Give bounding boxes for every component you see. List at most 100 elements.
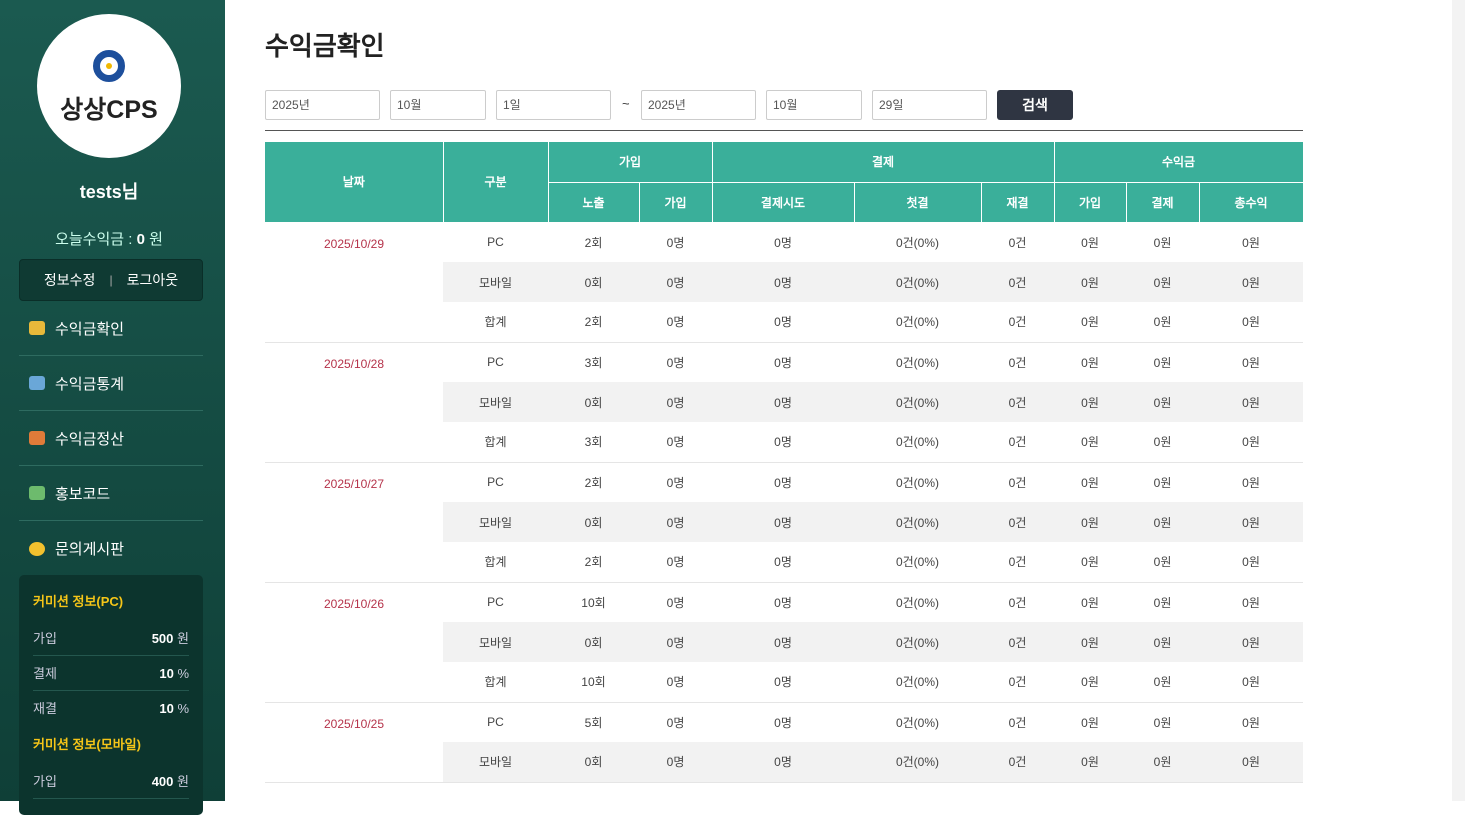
scrollbar xyxy=(1452,0,1465,801)
table-cell: 합계 xyxy=(443,662,548,703)
header-cell: 결제 xyxy=(711,142,1055,183)
table-cell: 0건(0%) xyxy=(854,302,981,343)
table-cell: 모바일 xyxy=(443,742,548,783)
date-select[interactable]: 2025년 xyxy=(641,90,756,120)
header-cell: 가입 xyxy=(638,182,713,223)
menu-item[interactable]: 문의게시판 xyxy=(19,521,203,576)
table-cell: 3회 xyxy=(584,355,603,370)
date-select[interactable]: 29일 xyxy=(872,90,987,120)
table-cell: 0원 xyxy=(1081,355,1099,370)
commission-label: 가입 xyxy=(33,774,57,789)
table-cell: 0원 xyxy=(1081,595,1099,610)
header-cell: 수익금 xyxy=(1053,142,1304,183)
table-cell: 0명 xyxy=(712,302,854,343)
table-cell: 0명 xyxy=(774,475,792,490)
logout-link[interactable]: 로그아웃 xyxy=(126,272,179,288)
table-cell: 5회 xyxy=(584,715,603,730)
table-row: 2025/10/25 PC 5회 0명 0명 0건(0%) 0건 0원 0원 0원 xyxy=(265,702,1303,783)
table-cell: 0건 xyxy=(1008,595,1027,610)
earnings-table: 날짜 구분 가입 결제 수익금 노출 가입 결제시도 첫결 재결 가입 결제 총수익 2025/10/29… xyxy=(265,142,1304,783)
table-cell: 0원 xyxy=(1126,262,1200,302)
commission-label: 가입 xyxy=(33,631,57,646)
search-button[interactable]: 검색 xyxy=(997,90,1073,120)
table-cell: 0명 xyxy=(639,382,712,422)
date-select[interactable]: 2025년 xyxy=(265,90,380,120)
table-cell: 0건(0%) xyxy=(895,235,940,250)
date-cell: 2025/10/25 xyxy=(265,702,443,783)
table-cell: 모바일 xyxy=(443,622,548,662)
table-cell: 0원 xyxy=(1153,595,1172,610)
table-cell: 0원 xyxy=(1199,542,1304,583)
menu-icon xyxy=(29,376,45,390)
table-cell: 0명 xyxy=(774,715,792,730)
table-cell: 0건(0%) xyxy=(854,262,981,302)
table-cell: 0건 xyxy=(1008,355,1027,370)
commission-title: 커미션 정보(모바일) xyxy=(33,737,141,752)
table-cell: 0원 xyxy=(1199,422,1304,463)
date-select[interactable]: 1일 xyxy=(496,90,611,120)
table-cell: 0원 xyxy=(1054,502,1127,542)
table-cell: 0원 xyxy=(1081,475,1099,490)
table-row: 합계 10회 0명 0명 0건(0%) 0건 0원 0원 0원 xyxy=(265,662,1304,703)
menu-item[interactable]: 수익금정산 xyxy=(19,411,203,466)
commission-box: 커미션 정보(PC) 가입 500 원 결제 10 % 재결 10 % 커미션 정보(모바일)… xyxy=(19,575,203,815)
edit-link[interactable]: 정보수정 xyxy=(43,272,96,288)
table-cell: 0명 xyxy=(666,355,685,370)
tilde: ~ xyxy=(622,96,630,111)
table-cell: 0명 xyxy=(712,502,854,542)
table-cell: 0명 xyxy=(774,595,792,610)
table-cell: 0건 xyxy=(981,502,1055,542)
commission-label: 재결 xyxy=(33,701,57,716)
unit: 원 xyxy=(177,774,189,789)
table-cell: 0건(0%) xyxy=(854,502,981,542)
table-row: 2025/10/27 PC 2회 0명 0명 0건(0%) 0건 0원 0원 0원 xyxy=(265,462,1303,583)
table-row: 2025/10/28 PC 3회 0명 0명 0건(0%) 0건 0원 0원 0원 xyxy=(265,342,1303,463)
table-cell: 0건 xyxy=(1008,235,1027,250)
table-cell: 0건 xyxy=(1008,475,1027,490)
table-cell: 10회 xyxy=(548,662,639,703)
table-cell: 0회 xyxy=(548,382,639,422)
table-cell: 0원 xyxy=(1199,662,1304,703)
menu-item[interactable]: 수익금통계 xyxy=(19,356,203,411)
commission-title: 커미션 정보(PC) xyxy=(33,594,124,609)
table-cell: 0회 xyxy=(548,502,639,542)
table-cell: 0원 xyxy=(1126,422,1200,463)
table-cell: 0명 xyxy=(712,382,854,422)
logo-mark xyxy=(93,50,125,82)
table-cell: 0건 xyxy=(981,742,1055,783)
commission-row: 결제 10 % xyxy=(33,656,189,691)
date-cell: 2025/10/29 xyxy=(265,222,443,343)
table-cell: 0명 xyxy=(639,742,712,783)
table-cell: 0원 xyxy=(1153,475,1172,490)
menu-item[interactable]: 수익금확인 xyxy=(19,301,203,356)
unit: % xyxy=(177,666,189,681)
table-cell: 0건 xyxy=(1008,715,1027,730)
table-cell: 0명 xyxy=(666,715,685,730)
menu-icon xyxy=(29,321,45,335)
unit: 원 xyxy=(149,231,163,248)
table-cell: 0원 xyxy=(1054,542,1127,583)
table-cell: PC xyxy=(487,475,504,490)
menu-icon xyxy=(29,431,45,445)
table-cell: 0명 xyxy=(712,542,854,583)
divider xyxy=(265,130,1303,131)
table-cell: 10회 xyxy=(581,595,606,610)
user-name: tests님 xyxy=(79,182,139,202)
menu-item[interactable]: 홍보코드 xyxy=(19,466,203,521)
table-cell: 0원 xyxy=(1081,715,1099,730)
date-select[interactable]: 10월 xyxy=(766,90,862,120)
table-cell: 0건(0%) xyxy=(895,715,940,730)
date-select[interactable]: 10월 xyxy=(390,90,486,120)
table-cell: 0원 xyxy=(1054,662,1127,703)
table-cell: 0건 xyxy=(981,262,1055,302)
header-cell: 노출 xyxy=(548,182,640,223)
table-cell: 0원 xyxy=(1126,382,1200,422)
header-cell: 결제시도 xyxy=(711,182,855,223)
table-cell: 0건(0%) xyxy=(854,422,981,463)
logo[interactable]: 상상CPS xyxy=(37,14,181,158)
table-cell: 0명 xyxy=(712,262,854,302)
table-cell: 0원 xyxy=(1199,382,1304,422)
table-cell: 0원 xyxy=(1153,715,1172,730)
table-cell: 0명 xyxy=(774,355,792,370)
